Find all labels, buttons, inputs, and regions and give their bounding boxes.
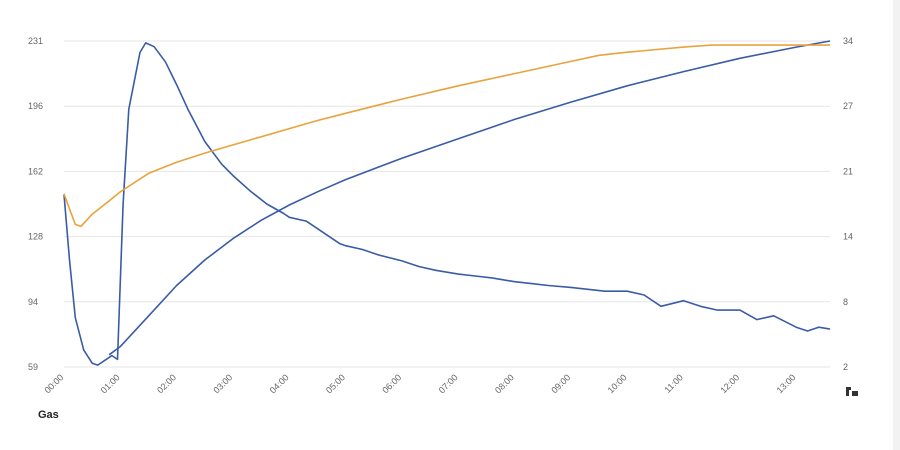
x-tick-label: 12:00	[718, 372, 741, 395]
x-tick-label: 03:00	[211, 372, 234, 395]
left-tick-label: 94	[28, 297, 38, 307]
x-tick-label: 04:00	[268, 372, 291, 395]
x-tick-label: 13:00	[775, 372, 798, 395]
right-tick-label: 21	[843, 166, 853, 176]
x-tick-label: 09:00	[549, 372, 572, 395]
right-axis-ticks: 2 8 14 21 27 34	[843, 36, 853, 372]
left-tick-label: 162	[28, 166, 43, 176]
series-line-2	[108, 40, 831, 356]
chart-caption: Gas	[38, 409, 59, 421]
window-edge	[893, 0, 900, 450]
x-tick-label: 01:00	[99, 372, 122, 395]
series-line-1	[63, 42, 831, 366]
left-tick-label: 196	[28, 101, 43, 111]
right-tick-label: 14	[843, 232, 853, 242]
x-tick-label: 06:00	[380, 372, 403, 395]
x-tick-label: 02:00	[155, 372, 178, 395]
right-tick-label: 2	[843, 362, 848, 372]
x-tick-label: 05:00	[324, 372, 347, 395]
x-tick-label: 08:00	[493, 372, 516, 395]
x-tick-label: 10:00	[606, 372, 629, 395]
x-axis-ticks: 00:00 01:00 02:00 03:00 04:00 05:00 06:00 07:00…	[42, 372, 797, 395]
left-axis-ticks: 59 94 128 162 196 231	[28, 36, 43, 372]
series-line-3	[63, 44, 830, 228]
right-tick-label: 27	[843, 101, 853, 111]
left-tick-label: 128	[28, 232, 43, 242]
left-tick-label: 231	[28, 36, 43, 46]
right-tick-label: 8	[843, 297, 848, 307]
right-tick-label: 34	[843, 36, 853, 46]
grid-lines	[64, 40, 830, 368]
left-tick-label: 59	[28, 362, 38, 372]
x-tick-label: 07:00	[437, 372, 460, 395]
x-tick-label: 11:00	[662, 372, 685, 395]
logo-mark-icon	[846, 387, 858, 396]
x-tick-label: 00:00	[42, 372, 65, 395]
series-lines	[63, 40, 831, 366]
